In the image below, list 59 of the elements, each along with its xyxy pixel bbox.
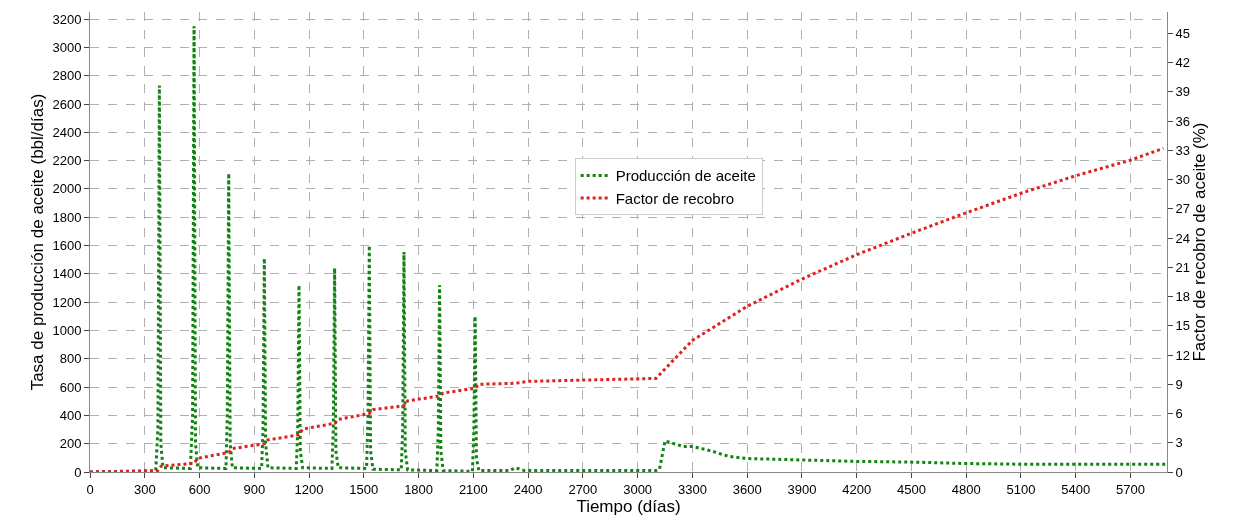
x-tick-label: 3600 (732, 481, 762, 497)
x-tick-label: 1800 (404, 481, 434, 497)
x-tick-label: 600 (188, 481, 211, 497)
x-tick-label: 2700 (568, 481, 598, 497)
y-tick-label: 600 (59, 379, 82, 395)
y-tick-label: 2800 (52, 68, 82, 84)
y2-tick-label: 33 (1175, 142, 1191, 158)
y2-tick-label: 6 (1175, 406, 1183, 422)
x-tick-label: 1200 (294, 481, 324, 497)
y2-tick-label: 12 (1175, 347, 1191, 363)
y2-tick-label: 21 (1175, 259, 1191, 275)
y2-tick-label: 30 (1175, 172, 1191, 188)
x-tick-label: 3300 (677, 481, 707, 497)
y-tick-label: 200 (59, 436, 82, 452)
x-tick-label: 5100 (1006, 481, 1036, 497)
x-tick-label: 5400 (1061, 481, 1091, 497)
legend-label: Producción de aceite (615, 167, 756, 185)
y2-tick-label: 15 (1175, 318, 1191, 334)
x-tick-label: 3000 (623, 481, 653, 497)
y2-tick-label: 39 (1175, 84, 1191, 100)
x-tick-label: 4200 (842, 481, 872, 497)
y2-tick-label: 9 (1175, 376, 1183, 392)
y2-tick-label: 3 (1175, 435, 1183, 451)
y2-tick-label: 27 (1175, 201, 1191, 217)
x-axis-title: Tiempo (días) (576, 497, 681, 516)
y-tick-label: 2200 (52, 153, 82, 169)
line-series (90, 146, 1165, 472)
y-tick-label: 2400 (52, 124, 82, 140)
x-tick-label: 900 (243, 481, 266, 497)
y-tick-label: 400 (59, 407, 82, 423)
y-tick-label: 3000 (52, 39, 82, 55)
y2-tick-label: 24 (1175, 230, 1191, 246)
y-tick-label: 2000 (52, 181, 82, 197)
legend-label: Factor de recobro (615, 189, 735, 207)
x-tick-label: 3900 (787, 481, 817, 497)
x-tick-label: 300 (133, 481, 156, 497)
y2-tick-label: 45 (1175, 25, 1191, 41)
x-tick-label: 0 (86, 481, 94, 497)
y-tick-label: 1400 (52, 266, 82, 282)
x-tick-label: 5700 (1116, 481, 1145, 497)
y-tick-label: 1200 (52, 294, 82, 310)
x-tick-label: 1500 (349, 481, 379, 497)
y-tick-label: 800 (59, 351, 82, 367)
y2-tick-label: 0 (1175, 464, 1183, 480)
y2-axis-title: Factor de recobro de aceite (%) (1190, 122, 1210, 362)
x-tick-label: 4800 (951, 481, 981, 497)
y2-tick-label: 42 (1175, 55, 1191, 71)
y-tick-label: 1800 (52, 209, 82, 225)
y-tick-label: 2600 (52, 96, 82, 112)
y-axis-title: Tasa de producción de aceite (bbl/días) (28, 93, 48, 391)
y2-tick-label: 36 (1175, 113, 1191, 129)
y-tick-label: 1000 (52, 323, 82, 339)
x-tick-label: 2100 (458, 481, 488, 497)
x-tick-label: 4500 (896, 481, 926, 497)
x-tick-label: 2400 (513, 481, 543, 497)
y-tick-label: 1600 (52, 238, 82, 254)
y-tick-label: 3200 (52, 11, 82, 27)
y-tick-label: 0 (74, 464, 82, 480)
y2-tick-label: 18 (1175, 289, 1191, 305)
